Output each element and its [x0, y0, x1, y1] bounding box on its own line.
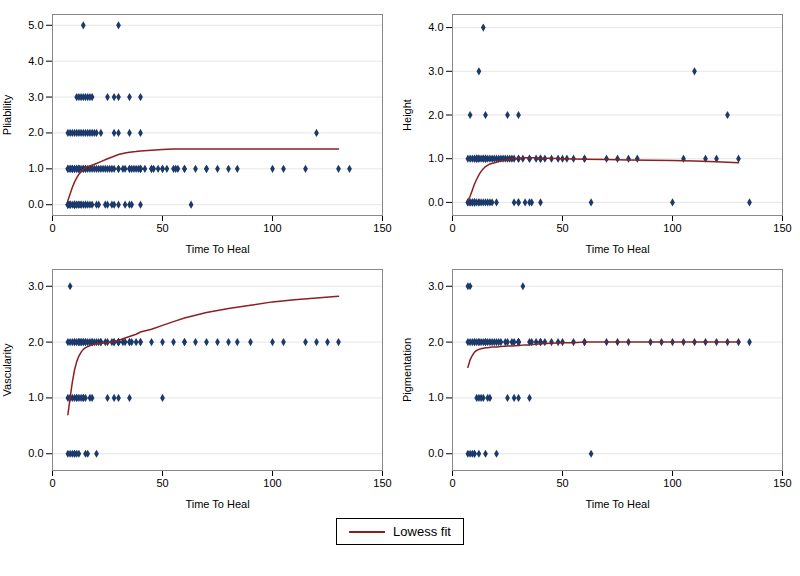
svg-text:2.0: 2.0 [28, 336, 43, 348]
svg-text:150: 150 [373, 222, 391, 234]
svg-text:150: 150 [773, 477, 791, 489]
svg-text:100: 100 [263, 222, 281, 234]
svg-text:Pigmentation: Pigmentation [401, 338, 413, 402]
svg-text:100: 100 [663, 222, 681, 234]
svg-text:150: 150 [773, 222, 791, 234]
svg-text:100: 100 [263, 477, 281, 489]
svg-text:0: 0 [449, 222, 455, 234]
svg-text:4.0: 4.0 [428, 21, 443, 33]
svg-text:50: 50 [156, 222, 168, 234]
svg-text:2.0: 2.0 [428, 109, 443, 121]
svg-text:1.0: 1.0 [428, 391, 443, 403]
svg-text:50: 50 [556, 477, 568, 489]
svg-text:50: 50 [156, 477, 168, 489]
svg-text:Time To Heal: Time To Heal [585, 498, 649, 510]
svg-text:4.0: 4.0 [28, 55, 43, 67]
svg-text:Time To Heal: Time To Heal [185, 243, 249, 255]
svg-text:Time To Heal: Time To Heal [585, 243, 649, 255]
svg-text:1.0: 1.0 [28, 391, 43, 403]
svg-text:0.0: 0.0 [28, 447, 43, 459]
svg-text:0: 0 [449, 477, 455, 489]
svg-text:2.0: 2.0 [428, 336, 443, 348]
svg-text:100: 100 [663, 477, 681, 489]
svg-text:3.0: 3.0 [28, 91, 43, 103]
svg-text:1.0: 1.0 [428, 152, 443, 164]
svg-text:50: 50 [556, 222, 568, 234]
svg-text:3.0: 3.0 [428, 280, 443, 292]
svg-text:0.0: 0.0 [428, 196, 443, 208]
svg-text:Vascularity: Vascularity [1, 343, 13, 396]
svg-text:0.0: 0.0 [428, 447, 443, 459]
svg-text:3.0: 3.0 [28, 280, 43, 292]
svg-text:150: 150 [373, 477, 391, 489]
svg-text:Height: Height [401, 99, 413, 131]
svg-text:0: 0 [49, 222, 55, 234]
svg-text:0: 0 [49, 477, 55, 489]
svg-text:3.0: 3.0 [428, 65, 443, 77]
svg-text:Time To Heal: Time To Heal [185, 498, 249, 510]
html-text:Lowess fit: Lowess fit [393, 524, 451, 539]
svg-text:2.0: 2.0 [28, 126, 43, 138]
svg-text:0.0: 0.0 [28, 198, 43, 210]
svg-text:Pliability: Pliability [1, 94, 13, 135]
svg-text:5.0: 5.0 [28, 19, 43, 31]
svg-text:1.0: 1.0 [28, 162, 43, 174]
